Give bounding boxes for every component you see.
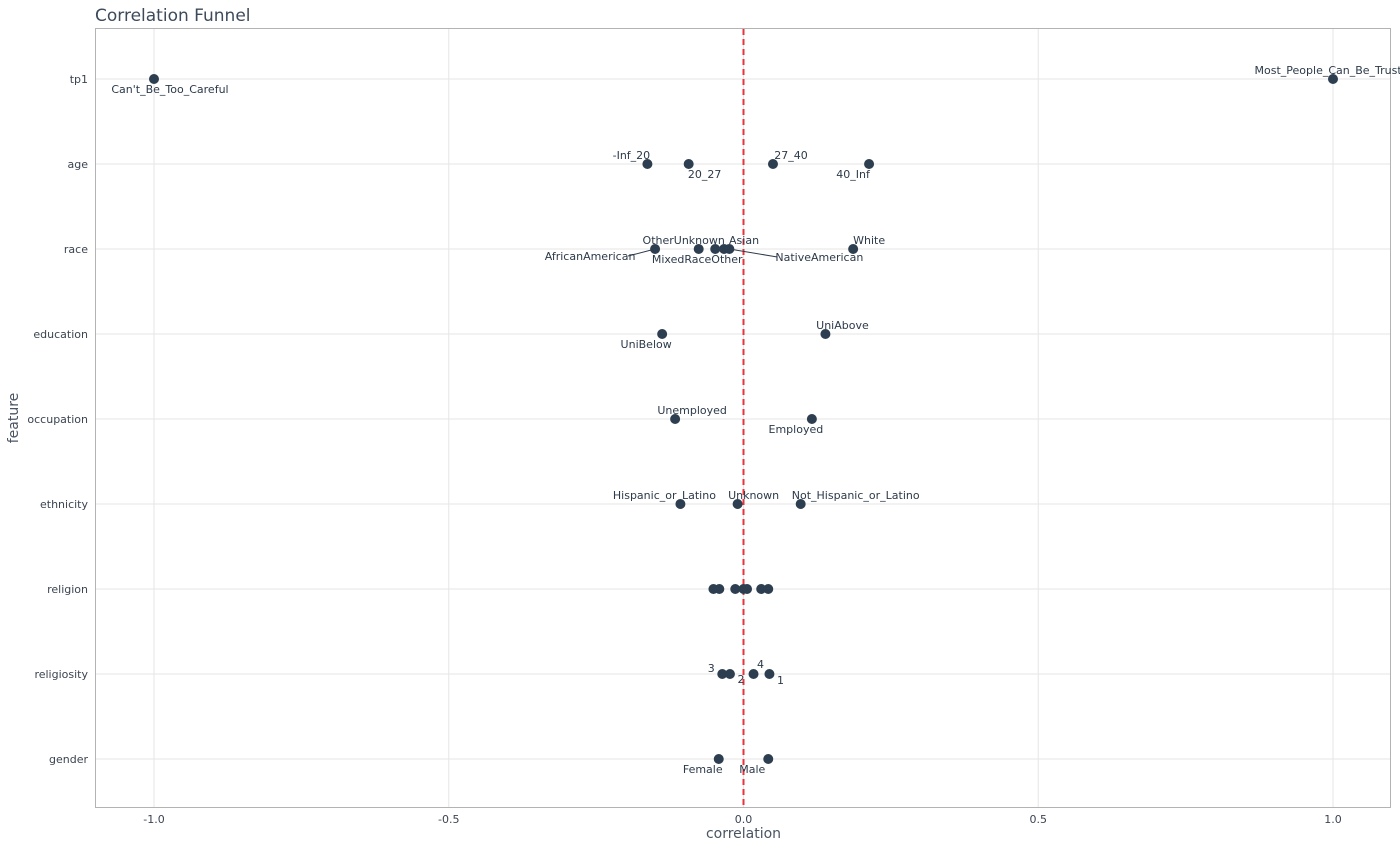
point-label: Unemployed: [657, 404, 727, 417]
x-tick-label: 0.5: [1030, 813, 1048, 826]
x-tick-label: 0.0: [735, 813, 753, 826]
point-label: Asian: [729, 234, 759, 247]
point-label: Employed: [769, 423, 824, 436]
point-label: White: [853, 234, 885, 247]
y-tick-label: religiosity: [34, 668, 88, 681]
point-label: NativeAmerican: [775, 251, 863, 264]
point-label: AfricanAmerican: [545, 250, 636, 263]
y-tick-label: religion: [47, 583, 88, 596]
data-point: [675, 499, 686, 509]
label-connector: [729, 248, 778, 258]
data-point: [642, 159, 653, 169]
data-point: [713, 754, 724, 764]
data-point: [748, 669, 759, 679]
data-point: [767, 159, 778, 169]
point-label: OtherUnknown: [643, 234, 725, 247]
y-tick-label: education: [33, 328, 88, 341]
point-label: UniAbove: [816, 319, 869, 332]
data-point: [724, 669, 735, 679]
data-point: [683, 159, 694, 169]
point-label: 2: [737, 673, 744, 686]
point-label: UniBelow: [621, 338, 672, 351]
point-label: Unknown: [728, 489, 779, 502]
data-point: [820, 329, 831, 339]
y-tick-label: age: [68, 158, 89, 171]
y-axis-tick-labels: tp1 age race education occupation ethnicity re…: [27, 73, 88, 766]
plot-panel-border: [95, 28, 1391, 808]
data-point: [764, 669, 775, 679]
data-point: [710, 244, 721, 254]
point-label: MixedRaceOther: [652, 253, 743, 266]
chart-title: Correlation Funnel: [95, 6, 251, 26]
data-point: [848, 244, 859, 254]
point-label: 27_40: [774, 149, 808, 162]
point-label: 1: [777, 674, 784, 687]
point-label: 3: [708, 662, 715, 675]
point-label: Can't_Be_Too_Careful: [111, 83, 228, 96]
x-tick-label: 1.0: [1324, 813, 1342, 826]
data-point: [693, 244, 704, 254]
y-tick-label: race: [64, 243, 88, 256]
data-point: [714, 584, 725, 594]
point-labels: Can't_Be_Too_Careful Most_People_Can_Be_T…: [111, 64, 1400, 776]
data-point: [742, 584, 753, 594]
x-axis-title: correlation: [706, 826, 781, 842]
point-label: 40_Inf: [836, 168, 871, 181]
data-point: [670, 414, 681, 424]
point-label: 20_27: [688, 168, 722, 181]
data-point: [732, 499, 743, 509]
point-label: Male: [739, 763, 765, 776]
y-axis-title: feature: [6, 393, 22, 444]
data-point: [1328, 74, 1338, 84]
data-point: [763, 584, 774, 594]
x-tick-label: -1.0: [143, 813, 164, 826]
point-label: -Inf_20: [613, 149, 651, 162]
data-points: [149, 74, 1338, 764]
data-point: [795, 499, 806, 509]
data-point: [717, 669, 728, 679]
y-tick-label: occupation: [27, 413, 88, 426]
point-label: 4: [757, 658, 764, 671]
point-label: Female: [683, 763, 723, 776]
data-point: [724, 244, 735, 254]
data-point: [763, 754, 774, 764]
y-tick-label: gender: [49, 753, 88, 766]
point-label: Not_Hispanic_or_Latino: [792, 489, 920, 502]
data-point: [756, 584, 767, 594]
x-axis-tick-labels: -1.0 -0.5 0.0 0.5 1.0: [143, 813, 1341, 826]
y-tick-label: tp1: [70, 73, 88, 86]
data-point: [657, 329, 668, 339]
x-tick-label: -0.5: [438, 813, 459, 826]
data-point: [864, 159, 875, 169]
data-point: [650, 244, 661, 254]
data-point: [149, 74, 159, 84]
y-tick-label: ethnicity: [40, 498, 88, 511]
data-point: [806, 414, 817, 424]
data-point: [730, 584, 741, 594]
point-label: Hispanic_or_Latino: [613, 489, 716, 502]
point-label: Most_People_Can_Be_Trusted: [1255, 64, 1400, 77]
